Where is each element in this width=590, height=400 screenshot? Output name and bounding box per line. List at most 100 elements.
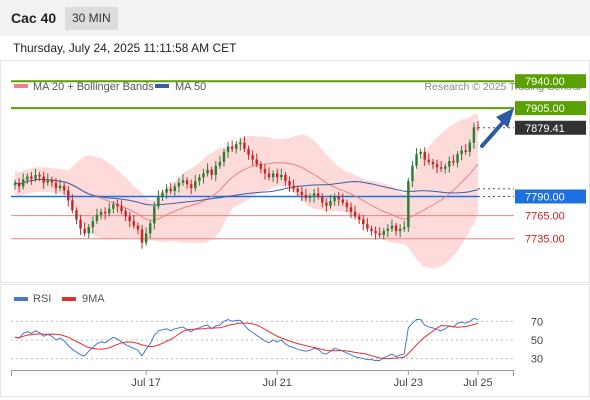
candle-body — [267, 173, 271, 178]
candle-body — [398, 228, 402, 232]
candle — [148, 220, 152, 238]
candle-body — [411, 165, 414, 182]
candle-body — [177, 182, 181, 187]
candle — [476, 121, 480, 131]
candle — [50, 176, 54, 188]
candle-body — [103, 211, 107, 214]
candle-body — [456, 154, 459, 163]
candle-body — [99, 211, 103, 215]
candle — [357, 213, 361, 225]
candle — [214, 161, 217, 182]
candle — [267, 167, 271, 181]
candle-body — [120, 206, 123, 212]
candle-body — [173, 186, 177, 192]
forecast-arrow-icon — [480, 108, 514, 148]
rsi-ma-line — [14, 322, 479, 360]
candle — [378, 227, 381, 238]
candle-body — [296, 188, 299, 192]
candle-body — [75, 210, 78, 220]
ma50-legend-label: MA 50 — [175, 81, 206, 93]
chart-header: Cac 40 30 MIN — [0, 0, 590, 36]
candle-body — [148, 223, 152, 234]
candle — [349, 202, 353, 218]
candle-body — [448, 161, 451, 167]
candle — [312, 188, 316, 203]
candle — [161, 189, 164, 202]
candle-body — [333, 196, 336, 202]
candle-body — [235, 144, 238, 149]
candle — [230, 140, 234, 152]
candle-body — [464, 150, 467, 152]
candle-body — [472, 127, 476, 143]
candle-body — [382, 231, 385, 235]
candle — [46, 173, 50, 186]
interval-button[interactable]: 30 MIN — [65, 7, 118, 30]
candle-body — [284, 174, 287, 182]
candle — [255, 153, 258, 168]
candle-body — [181, 180, 185, 183]
candle — [280, 168, 283, 181]
ma50-legend-swatch — [155, 84, 169, 88]
candle — [185, 177, 189, 189]
candle-body — [226, 146, 230, 152]
candle-body — [202, 173, 205, 178]
candle-body — [431, 161, 435, 165]
candle-body — [83, 228, 86, 234]
candle — [120, 200, 123, 215]
candle-body — [443, 166, 447, 169]
candle-body — [198, 177, 201, 182]
resistance-level-label: 7905.00 — [525, 103, 565, 115]
candle-body — [325, 202, 328, 206]
candle — [21, 173, 25, 190]
candle — [140, 224, 144, 249]
bollinger-legend-label: MA 20 + Bollinger Bands — [33, 81, 154, 93]
candle — [431, 158, 435, 169]
candle-body — [362, 219, 365, 225]
candle — [112, 201, 115, 214]
candle-body — [21, 179, 25, 187]
symbol-title: Cac 40 — [11, 10, 57, 26]
rsi-legend-label: RSI — [33, 293, 51, 305]
candle-body — [165, 188, 168, 193]
candle-body — [349, 207, 353, 212]
candle — [337, 191, 340, 206]
rsi-legend-swatch — [14, 297, 28, 301]
candle-body — [71, 200, 74, 211]
time-axis-label: Jul 25 — [463, 377, 492, 389]
candle — [124, 208, 127, 222]
candle-body — [370, 228, 373, 232]
candle — [26, 173, 29, 185]
last-level-label: 7879.41 — [525, 123, 565, 135]
candle-body — [439, 167, 443, 169]
candle-body — [79, 219, 82, 229]
candle — [407, 178, 410, 232]
candle — [411, 161, 414, 188]
candle — [218, 155, 222, 169]
candle-body — [308, 196, 312, 199]
candle — [251, 150, 254, 166]
candle-body — [337, 196, 340, 200]
candle-body — [476, 127, 480, 129]
candle — [374, 226, 377, 240]
candle — [157, 190, 160, 210]
candle-body — [345, 202, 349, 208]
candle-body — [288, 181, 291, 186]
candle-body — [42, 176, 45, 183]
candle — [296, 185, 299, 197]
candle-body — [329, 201, 332, 206]
candle-body — [136, 225, 140, 230]
candle-body — [243, 142, 246, 149]
level-labels-layer: 7940.00 7905.00 7879.41 7790.00 7765.00 7735.… — [515, 74, 586, 246]
candle-body — [206, 169, 209, 174]
candle — [99, 208, 103, 220]
candle — [308, 193, 312, 203]
candle — [235, 141, 238, 154]
candle — [452, 154, 455, 166]
candle-body — [247, 148, 250, 155]
candle — [71, 194, 74, 214]
candle-body — [17, 182, 21, 187]
candle-body — [374, 231, 377, 234]
candle-body — [276, 173, 279, 178]
candle — [419, 148, 422, 159]
candle — [415, 148, 418, 169]
